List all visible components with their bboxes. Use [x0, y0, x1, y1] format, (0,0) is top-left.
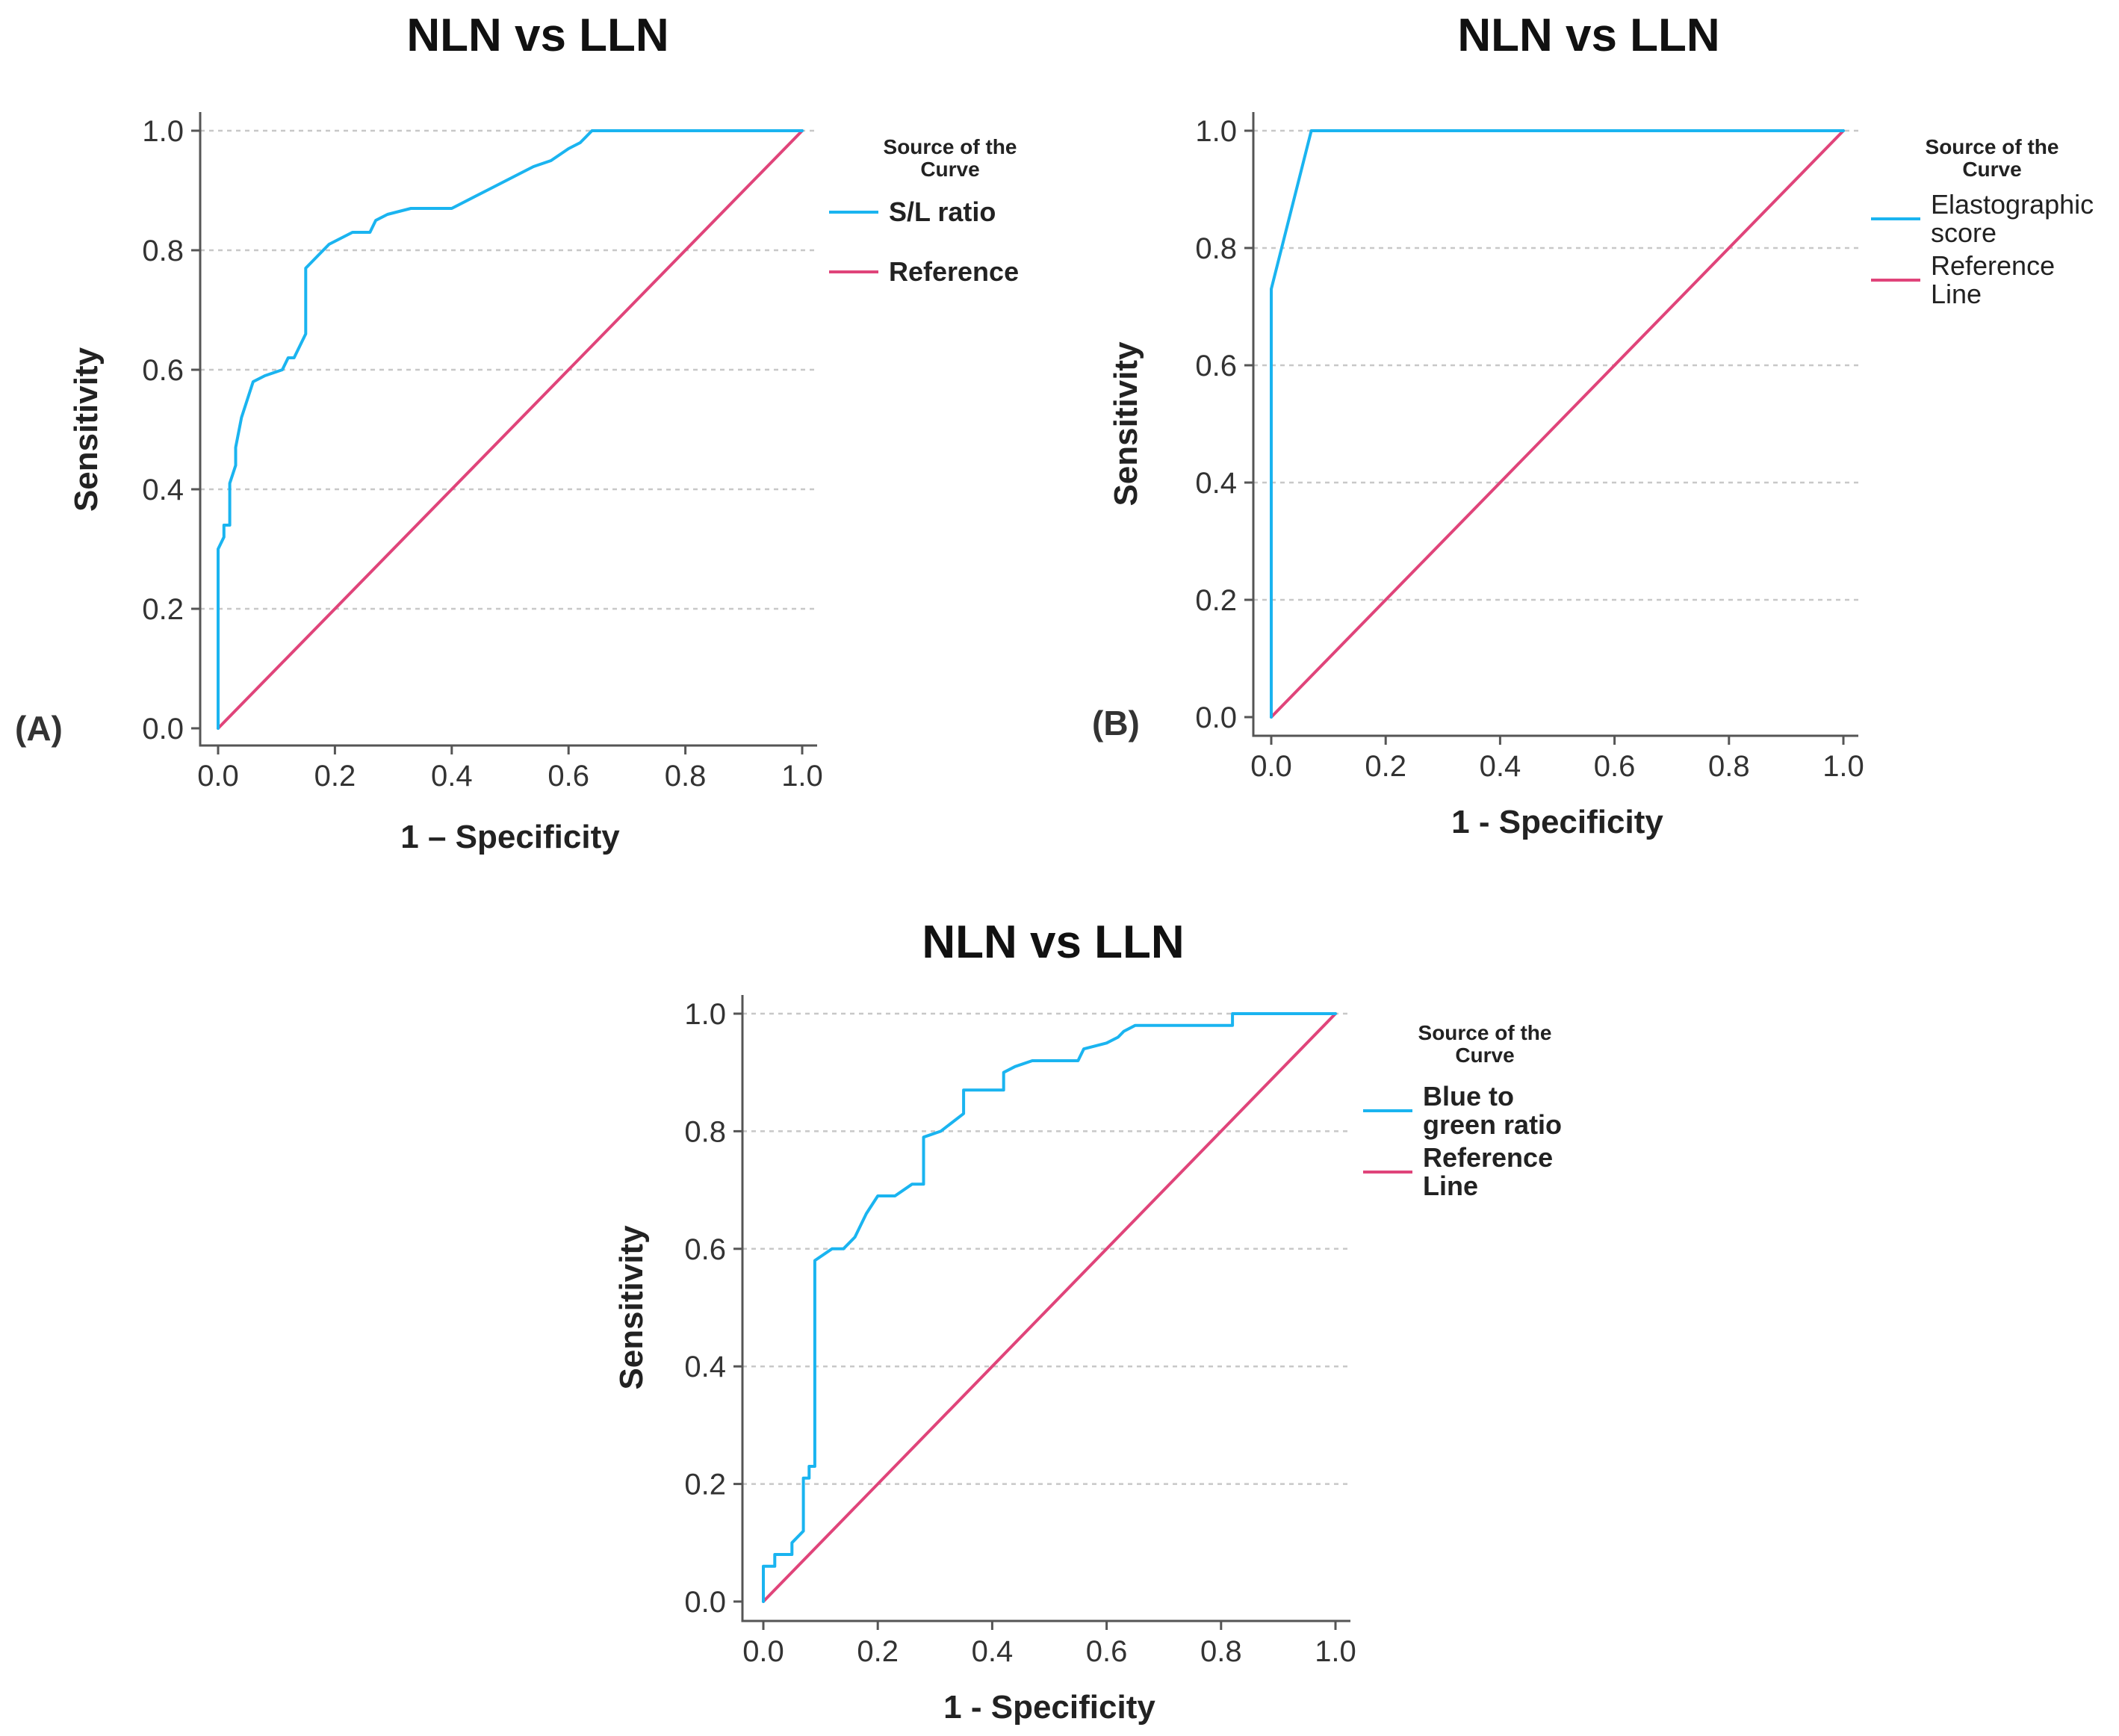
legend-title: Source of the — [1418, 1021, 1552, 1044]
y-tick-label: 0.2 — [684, 1469, 726, 1501]
y-tick-label: 0.0 — [142, 713, 184, 745]
chart-panel-c: NLN vs LLN 0.0 0.2 0.4 0.6 0.8 1.0 0.0 0.2 0.4 0.6… — [613, 917, 1562, 1726]
legend-label: Elastographic — [1931, 189, 2094, 220]
axes — [199, 112, 817, 747]
x-tick-label: 0.0 — [197, 760, 239, 793]
legend-title: Curve — [920, 158, 979, 181]
legend-label: Line — [1931, 279, 1982, 309]
y-axis-label: Sensitivity — [613, 1225, 650, 1390]
legend-label: score — [1931, 217, 1997, 248]
x-tick-label: 0.6 — [547, 760, 589, 793]
x-tick-label: 1.0 — [1315, 1635, 1356, 1668]
x-tick-label: 0.6 — [1594, 750, 1636, 783]
x-tick-label: 0.4 — [1480, 750, 1521, 783]
y-tick-label: 0.2 — [142, 593, 184, 626]
chart-panel-b: NLN vs LLN (B) 0.0 0.2 0.4 0.6 0.8 1.0 0.0 0.2 0.4… — [1092, 10, 2094, 840]
roc-curve — [217, 129, 804, 730]
legend-label: Line — [1423, 1171, 1478, 1201]
y-tick-label: 0.0 — [684, 1586, 726, 1619]
chart-panel-a: NLN vs LLN (A) 0.0 0.2 0.4 0.6 0.8 1.0 0.0 0.2 0.4… — [15, 10, 1019, 855]
legend-label: Reference — [889, 256, 1019, 287]
y-tick-label: 1.0 — [1195, 115, 1237, 148]
y-tick-label: 0.6 — [1195, 350, 1237, 382]
y-tick-label: 0.4 — [1195, 467, 1237, 500]
x-axis-label: 1 - Specificity — [1451, 804, 1663, 840]
panel-label: (A) — [15, 709, 63, 748]
panel-label: (B) — [1092, 704, 1140, 743]
roc-curve — [762, 1012, 1337, 1603]
legend-label: Blue to — [1423, 1081, 1514, 1112]
y-axis-label: Sensitivity — [1108, 341, 1144, 506]
legend-title: Source of the — [884, 135, 1017, 158]
reference-line — [217, 129, 804, 730]
chart-title: NLN vs LLN — [406, 10, 668, 61]
reference-line — [1270, 129, 1845, 719]
y-tick-label: 0.0 — [1195, 701, 1237, 734]
y-tick-label: 1.0 — [684, 998, 726, 1031]
x-tick-label: 0.2 — [314, 760, 356, 793]
x-tick-label: 0.2 — [1365, 750, 1406, 783]
y-tick-label: 0.6 — [684, 1233, 726, 1266]
x-tick-label: 1.0 — [781, 760, 823, 793]
x-axis-label: 1 - Specificity — [943, 1689, 1155, 1726]
x-tick-label: 1.0 — [1822, 750, 1864, 783]
x-tick-label: 0.8 — [1708, 750, 1750, 783]
legend-title: Curve — [1455, 1044, 1514, 1067]
y-tick-label: 0.8 — [1195, 232, 1237, 265]
y-tick-label: 1.0 — [142, 115, 184, 148]
x-tick-label: 0.0 — [742, 1635, 784, 1668]
y-tick-label: 0.4 — [684, 1351, 726, 1383]
x-tick-label: 0.8 — [665, 760, 707, 793]
legend-label: S/L ratio — [889, 196, 996, 227]
legend-title: Source of the — [1926, 135, 2059, 158]
y-tick-label: 0.2 — [1195, 584, 1237, 617]
y-tick-label: 0.8 — [684, 1115, 726, 1148]
x-tick-label: 0.6 — [1086, 1635, 1128, 1668]
legend-title: Curve — [1962, 158, 2021, 181]
x-axis-label: 1 – Specificity — [400, 819, 620, 855]
roc-curve — [1270, 129, 1845, 719]
y-axis-label: Sensitivity — [68, 347, 105, 512]
x-tick-label: 0.8 — [1200, 1635, 1242, 1668]
y-tick-label: 0.4 — [142, 474, 184, 506]
legend-label: Reference — [1423, 1142, 1553, 1173]
x-tick-label: 0.0 — [1250, 750, 1292, 783]
legend-label: green ratio — [1423, 1109, 1562, 1140]
chart-title: NLN vs LLN — [922, 917, 1184, 968]
reference-line — [762, 1012, 1337, 1603]
chart-title: NLN vs LLN — [1457, 10, 1719, 61]
y-tick-label: 0.8 — [142, 235, 184, 267]
x-tick-label: 0.4 — [431, 760, 473, 793]
axes — [741, 995, 1350, 1622]
legend-label: Reference — [1931, 250, 2055, 281]
x-tick-label: 0.2 — [857, 1635, 899, 1668]
y-tick-label: 0.6 — [142, 354, 184, 387]
axes — [1252, 112, 1858, 737]
x-tick-label: 0.4 — [972, 1635, 1014, 1668]
